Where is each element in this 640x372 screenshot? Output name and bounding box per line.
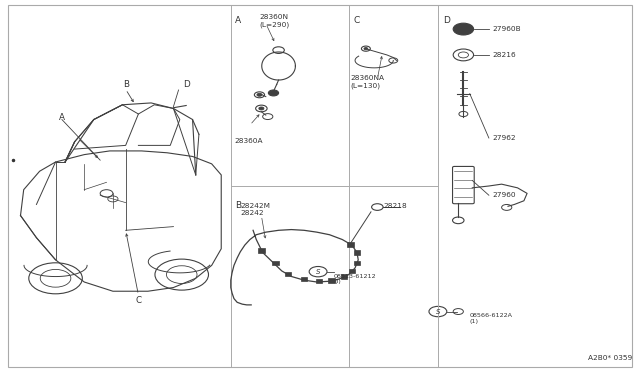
Circle shape	[458, 26, 468, 32]
Circle shape	[257, 93, 262, 96]
Text: 08566-6122A
(1): 08566-6122A (1)	[470, 313, 513, 324]
Circle shape	[271, 92, 276, 94]
Text: A: A	[59, 113, 65, 122]
Polygon shape	[349, 269, 355, 273]
Polygon shape	[341, 274, 348, 279]
Text: 28360N
(L=290): 28360N (L=290)	[259, 14, 290, 28]
Circle shape	[259, 107, 264, 110]
Text: S: S	[436, 308, 440, 315]
Circle shape	[453, 23, 474, 35]
Circle shape	[364, 48, 368, 50]
Polygon shape	[348, 242, 354, 247]
Text: 27960: 27960	[492, 192, 516, 198]
Text: B: B	[236, 201, 241, 210]
Polygon shape	[328, 278, 335, 283]
Text: A2B0* 0359: A2B0* 0359	[588, 355, 632, 361]
Text: A: A	[236, 16, 241, 25]
Text: 08513-61212
(I): 08513-61212 (I)	[334, 273, 377, 284]
Polygon shape	[301, 277, 307, 281]
Text: B: B	[123, 80, 129, 89]
Polygon shape	[272, 260, 278, 265]
Text: C: C	[353, 16, 360, 25]
Polygon shape	[258, 248, 264, 253]
Text: 28360NA
(L=130): 28360NA (L=130)	[351, 75, 385, 89]
Polygon shape	[354, 260, 360, 265]
Circle shape	[268, 90, 278, 96]
Text: 28216: 28216	[492, 52, 516, 58]
Text: 28360A: 28360A	[234, 138, 262, 144]
Polygon shape	[316, 279, 322, 283]
Text: 27962: 27962	[492, 135, 516, 141]
Polygon shape	[285, 272, 291, 276]
Text: S: S	[316, 269, 321, 275]
Text: D: D	[183, 80, 189, 89]
Text: 28218: 28218	[384, 203, 408, 209]
Text: D: D	[444, 16, 451, 25]
Text: 27960B: 27960B	[492, 26, 521, 32]
Polygon shape	[354, 250, 360, 255]
Text: 28242M
28242: 28242M 28242	[241, 203, 270, 216]
Text: C: C	[135, 296, 141, 305]
